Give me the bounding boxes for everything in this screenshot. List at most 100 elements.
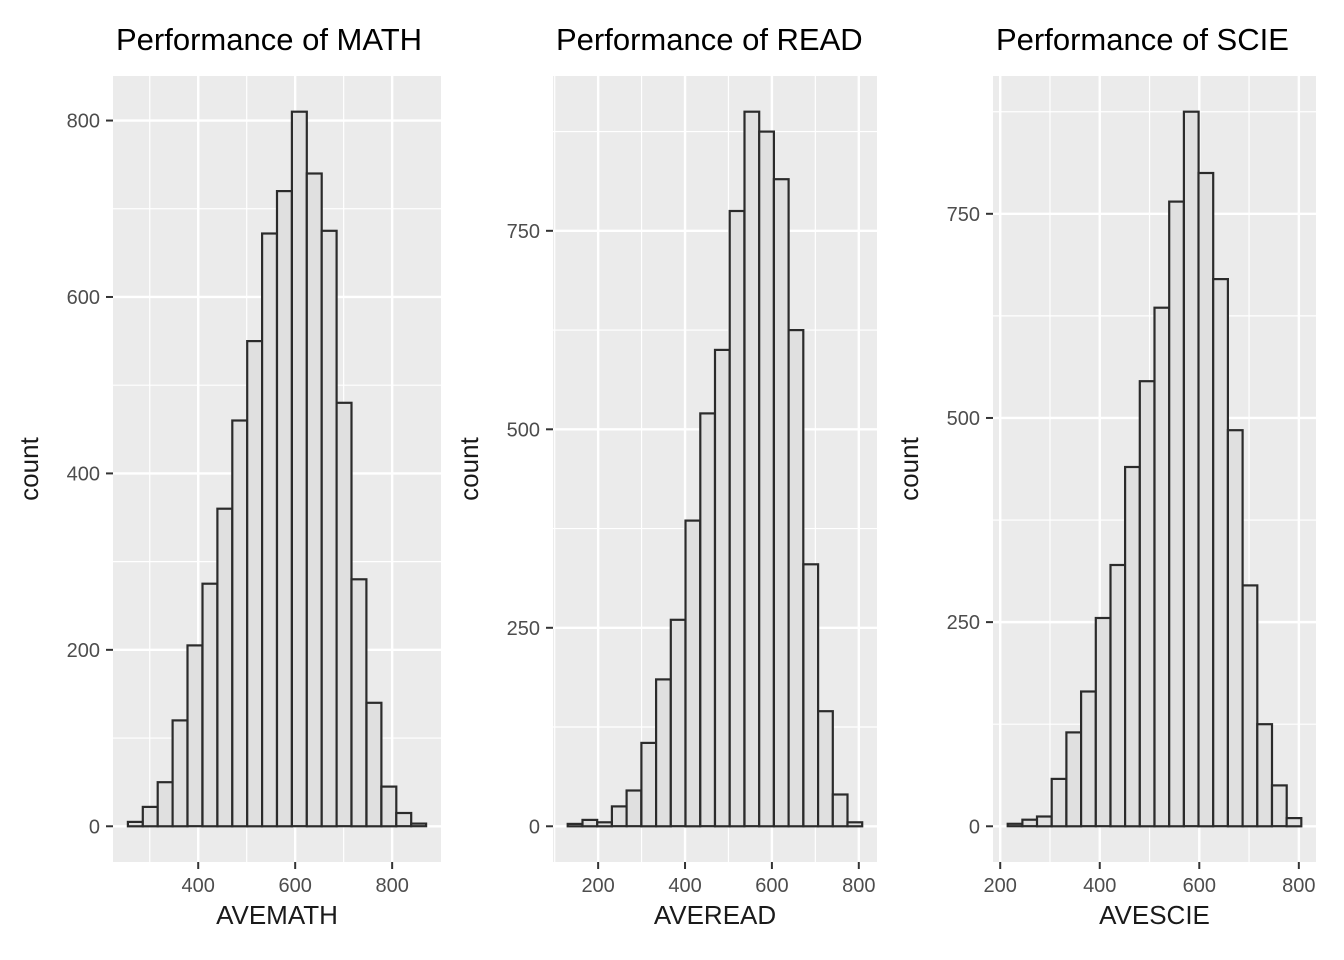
y-tick-label: 250: [947, 612, 980, 634]
y-tick-label: 0: [529, 816, 540, 838]
histogram-bar: [831, 793, 849, 828]
x-tick-label: 600: [755, 875, 788, 897]
histogram-bar: [1168, 200, 1185, 828]
histogram-bar: [802, 563, 820, 828]
histogram-bar: [156, 781, 174, 828]
x-tick-label: 800: [375, 875, 408, 897]
y-axis-title: count: [894, 436, 924, 500]
histogram-bar: [772, 178, 790, 828]
histogram-bars: [126, 110, 428, 828]
histogram-bar: [1050, 777, 1068, 828]
histogram-bar: [625, 789, 643, 828]
histogram-bar: [231, 419, 249, 828]
histogram-bar: [1241, 584, 1259, 828]
x-tick-label: 200: [984, 875, 1017, 897]
histogram-bar: [365, 701, 383, 828]
histogram-bar: [1270, 784, 1288, 828]
histogram-bar: [610, 805, 628, 828]
histogram-bar: [410, 822, 428, 828]
plot-title: Performance of MATH: [116, 22, 422, 57]
y-tick-label: 800: [67, 111, 100, 133]
y-tick-label: 500: [507, 419, 540, 441]
y-tick-label: 750: [507, 221, 540, 243]
histogram-bar: [1197, 171, 1215, 828]
y-tick-label: 0: [89, 816, 100, 838]
x-tick-label: 600: [1183, 875, 1216, 897]
histogram-bar: [684, 519, 702, 828]
histogram-bar: [1021, 818, 1039, 828]
histogram-bar: [216, 507, 234, 828]
histogram-bar: [654, 678, 672, 828]
histogram-bar: [669, 618, 687, 828]
x-tick-label: 400: [668, 875, 701, 897]
plot-title: Performance of READ: [556, 22, 863, 57]
x-axis-title: AVEREAD: [654, 900, 776, 930]
histogram-bar: [1006, 822, 1024, 828]
y-axis: 0 200 400 600 800: [67, 111, 113, 838]
histogram-bar: [1079, 690, 1097, 828]
histogram-bar: [350, 578, 368, 828]
x-tick-label: 800: [842, 875, 875, 897]
histogram-bar: [743, 110, 761, 828]
x-axis: 200 400 600 800: [984, 862, 1316, 897]
histogram-bar: [1123, 465, 1141, 828]
histogram-bar: [581, 818, 599, 828]
histogram-bar: [640, 741, 658, 828]
histogram-bar: [201, 582, 219, 828]
histogram-bar: [566, 822, 584, 828]
histogram-bar: [728, 209, 746, 828]
histogram-bars: [566, 110, 864, 828]
histogram-bar: [261, 232, 279, 828]
histogram-bar: [787, 329, 805, 828]
x-tick-label: 400: [1083, 875, 1116, 897]
x-tick-label: 600: [278, 875, 311, 897]
histogram-bar: [141, 805, 159, 828]
histogram-bar: [1226, 429, 1244, 828]
x-tick-label: 800: [1282, 875, 1315, 897]
histogram-bar: [126, 820, 144, 828]
histogram-bar: [246, 340, 264, 828]
histogram-bar: [699, 412, 717, 828]
plot-title: Performance of SCIE: [996, 22, 1289, 57]
y-tick-label: 400: [67, 463, 100, 485]
plot-avemath: 400 600 800 0 200 400 600 800 AVEMATH count Perfor…: [14, 22, 441, 930]
histogram-bar: [1153, 306, 1171, 828]
histogram-bar: [1138, 380, 1156, 828]
histogram-bar: [1256, 723, 1274, 828]
plot-avescie: 200 400 600 800 0 250 500 750 AVESCIE count Perfor…: [894, 22, 1316, 930]
x-tick-label: 200: [581, 875, 614, 897]
histogram-bar: [335, 401, 353, 828]
histogram-bar: [1182, 110, 1200, 828]
histogram-bar: [1212, 278, 1229, 828]
x-axis-title: AVESCIE: [1099, 900, 1210, 930]
histogram-bar: [846, 821, 864, 828]
histogram-bar: [1109, 563, 1127, 828]
histogram-bar: [395, 811, 413, 828]
histogram-bar: [1065, 731, 1083, 828]
histogram-bar: [1035, 815, 1053, 828]
y-axis: 0 250 500 750: [947, 204, 993, 838]
histogram-bar: [305, 172, 323, 828]
x-tick-label: 400: [182, 875, 215, 897]
y-axis: 0 250 500 750: [507, 221, 553, 838]
y-axis-title: count: [454, 436, 484, 500]
histogram-bar: [275, 190, 293, 828]
histogram-bar: [1285, 816, 1303, 828]
histogram-bar: [596, 821, 614, 828]
y-tick-label: 750: [947, 204, 980, 226]
histogram-bar: [171, 719, 189, 828]
histogram-bar: [713, 348, 731, 828]
y-tick-label: 0: [969, 816, 980, 838]
plot-averead: 200 400 600 800 0 250 500 750 AVEREAD count Perfor…: [454, 22, 877, 930]
y-tick-label: 500: [947, 408, 980, 430]
histogram-bar: [1094, 616, 1112, 828]
x-axis-title: AVEMATH: [216, 900, 338, 930]
histogram-bars: [1006, 110, 1303, 828]
y-axis-title: count: [14, 436, 44, 500]
x-axis: 200 400 600 800: [581, 862, 875, 897]
histogram-bar: [320, 229, 338, 828]
histogram-bar: [380, 785, 398, 828]
histogram-bar: [290, 110, 308, 828]
